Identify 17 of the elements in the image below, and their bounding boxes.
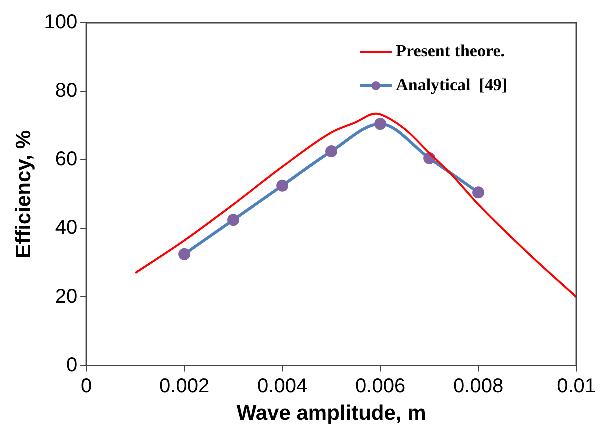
y-tick-label: 100: [44, 12, 78, 34]
x-tick-label: 0.004: [258, 375, 308, 398]
y-tick-label: 40: [55, 217, 78, 240]
legend-label: Present theore.: [396, 41, 505, 60]
legend-label: Analytical [49]: [396, 75, 508, 94]
x-tick-label: 0: [81, 375, 92, 398]
y-tick-label: 60: [55, 148, 78, 171]
x-axis-title: Wave amplitude, m: [236, 402, 426, 426]
x-tick-label: 0.008: [454, 375, 504, 398]
line-series: [134, 112, 577, 298]
x-tick-label: 0.01: [557, 375, 596, 398]
y-tick-label: 0: [66, 354, 78, 376]
x-tick-label: 0.002: [160, 375, 210, 398]
x-tick-label: 0.006: [356, 375, 406, 398]
y-tick-label: 80: [55, 80, 78, 102]
y-axis-title: Efficiency, %: [12, 130, 36, 258]
y-tick-label: 20: [55, 286, 78, 308]
